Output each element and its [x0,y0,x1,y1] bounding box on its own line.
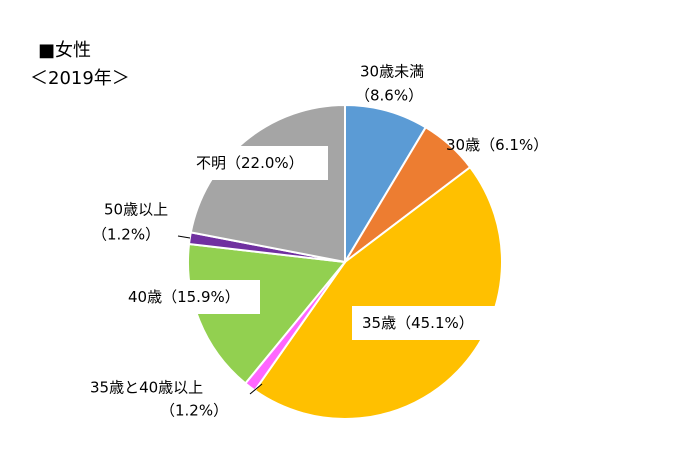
pie-slice [187,242,347,385]
value-label: （1.2%） [92,226,160,244]
value-label: （6.1%） [480,136,548,154]
label-box [120,280,260,314]
label-box [188,146,328,180]
slice-label: 30歳（6.1%） [446,136,548,154]
pie-slice [253,165,503,420]
pie-slice [189,103,346,264]
labels: 30歳未満 （8.6%） 30歳（6.1%） 35歳（45.1%） 35歳と40歳以上 （… [90,63,548,420]
value-label: （15.9%） [162,288,240,306]
category-label: 30歳未満 [360,63,424,81]
leader-lines [177,235,263,395]
chart-title: ■女性 [38,40,91,61]
category-label: 不明 [196,154,226,172]
value-label: （1.2%） [160,402,228,420]
pie-slice [344,103,428,266]
leader-line [177,235,191,239]
value-label: （22.0%） [226,154,304,172]
value-label: （8.6%） [355,87,423,105]
category-label: 30歳 [446,136,480,154]
category-label: 50歳以上 [104,201,168,219]
slice-label: 不明（22.0%） [196,154,304,172]
category-label: 35歳と40歳以上 [90,379,203,397]
category-label: 35歳 [362,314,396,332]
category-label: 40歳 [128,288,162,306]
slice-label: 35歳（45.1%） [362,314,474,332]
label-boxes [120,146,500,340]
slice-label: 40歳（15.9%） [128,288,240,306]
label-box [352,306,500,340]
chart-subtitle: ＜2019年＞ [30,68,130,89]
value-label: （45.1%） [396,314,474,332]
leader-line [249,383,263,395]
